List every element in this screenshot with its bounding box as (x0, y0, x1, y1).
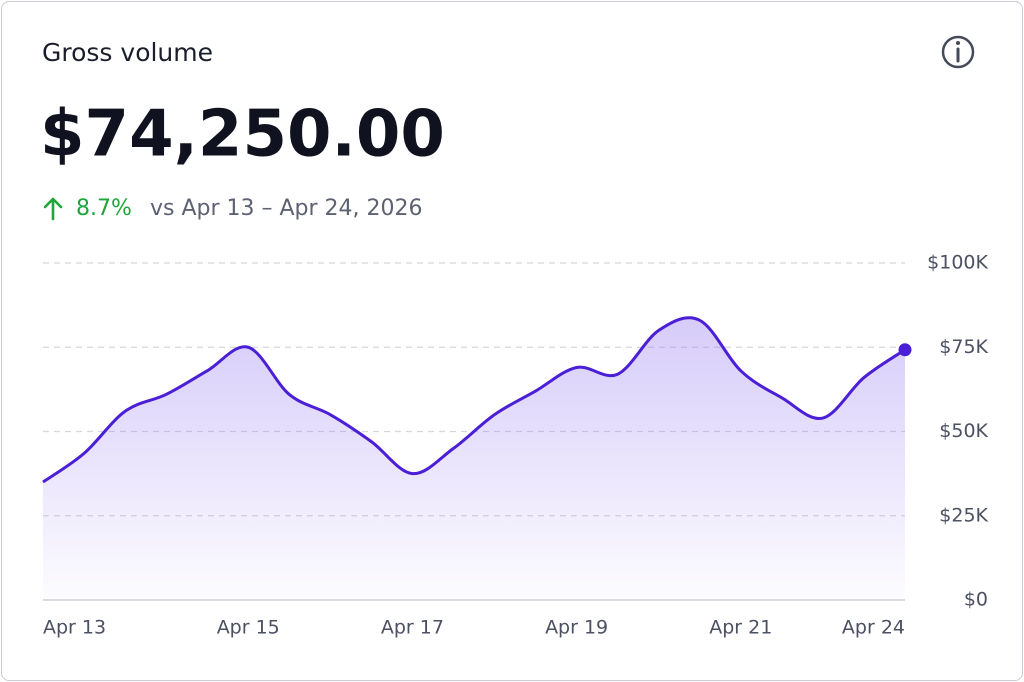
up-arrow (43, 197, 63, 221)
x-tick-label: Apr 24 (842, 617, 905, 639)
area-fill (43, 317, 905, 600)
y-tick-label: $50K (939, 420, 988, 442)
amount: $74,250.00 (40, 98, 445, 172)
y-tick-label: $25K (939, 504, 988, 526)
end-point (898, 343, 912, 357)
y-tick-label: $100K (927, 252, 988, 274)
x-tick-label: Apr 17 (381, 617, 444, 639)
change: 8.7% (76, 196, 132, 221)
info-icon[interactable] (941, 35, 975, 69)
comparison: vs Apr 13 – Apr 24, 2026 (150, 196, 423, 221)
x-tick-label: Apr 21 (709, 617, 772, 639)
title: Gross volume (42, 38, 213, 67)
x-tick-label: Apr 15 (217, 617, 280, 639)
y-tick-label: $75K (939, 336, 988, 358)
x-tick-label: Apr 13 (43, 617, 106, 639)
x-tick-label: Apr 19 (545, 617, 608, 639)
line (42, 316, 906, 484)
y-tick-label: $0 (964, 589, 988, 611)
